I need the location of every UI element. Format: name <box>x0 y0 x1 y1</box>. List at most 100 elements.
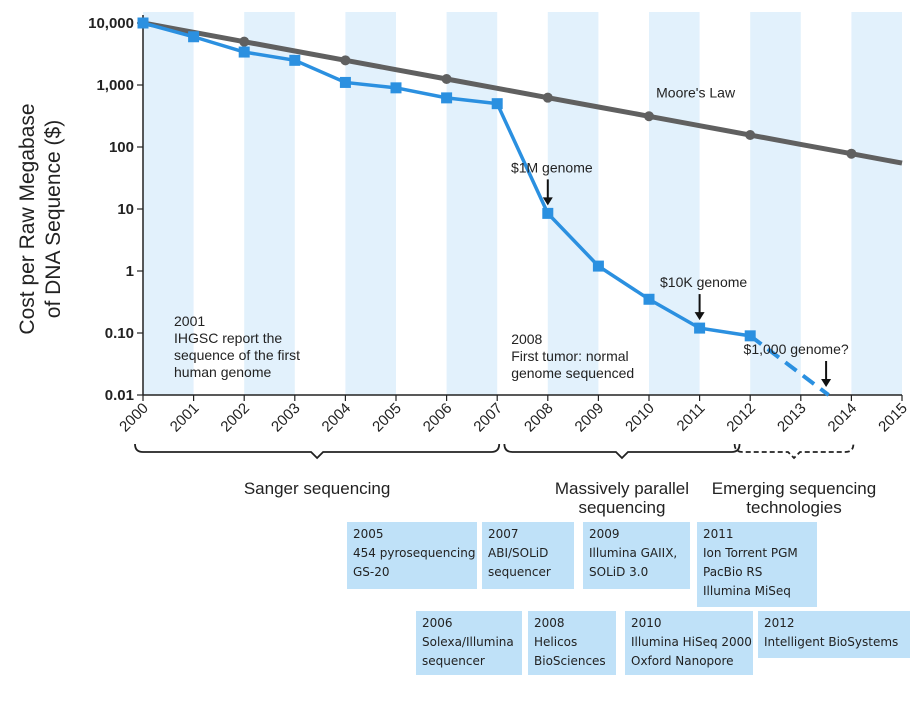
moores-law-point <box>745 130 756 141</box>
y-tick-label: 10 <box>117 201 134 218</box>
technology-box: 2010 Illumina HiSeq 2000 Oxford Nanopore <box>625 611 753 675</box>
era-label: Emerging sequencing <box>712 479 876 498</box>
era-brace <box>503 443 741 460</box>
sequencing-cost-point <box>390 82 402 94</box>
y-tick-label: 0.01 <box>105 387 134 404</box>
year-band <box>244 12 295 395</box>
x-tick-label: 2011 <box>674 400 709 435</box>
x-tick-label: 2004 <box>319 400 355 436</box>
milestone-note: First tumor: normal <box>511 348 628 364</box>
moores-law-point <box>239 36 250 47</box>
y-axis-label: of DNA Sequence ($) <box>42 120 65 318</box>
milestone-note: human genome <box>174 364 272 380</box>
year-band <box>851 12 902 395</box>
moores-law-point <box>846 148 857 159</box>
annotation-arrowhead <box>694 312 705 321</box>
era-brace <box>733 443 855 460</box>
annotation-label: $1M genome <box>511 159 593 175</box>
technology-name: ABI/SOLiD <box>488 546 549 560</box>
milestone-note: 2008 <box>511 331 542 347</box>
moores-law-label: Moore's Law <box>656 85 736 101</box>
y-tick-label: 1,000 <box>96 77 134 94</box>
year-band <box>446 12 498 395</box>
technology-name: Illumina HiSeq 2000 <box>631 635 752 649</box>
x-tick-label: 2012 <box>723 400 759 436</box>
y-tick-label: 100 <box>109 139 134 156</box>
x-tick-label: 2005 <box>369 400 405 436</box>
technology-year: 2011 <box>703 527 734 541</box>
technology-year: 2007 <box>488 527 519 541</box>
technology-name: sequencer <box>488 565 551 579</box>
year-band <box>345 12 396 395</box>
annotation-arrowhead <box>821 379 832 387</box>
projection-line <box>748 334 830 397</box>
y-tick-label: 10,000 <box>88 15 134 32</box>
annotation-label: $10K genome <box>660 274 747 290</box>
year-band <box>547 12 599 395</box>
x-tick-label: 2015 <box>875 400 911 436</box>
year-band <box>649 12 700 395</box>
technology-name: sequencer <box>422 654 485 668</box>
technology-name: Solexa/Illumina <box>422 635 514 649</box>
x-tick-label: 2014 <box>825 400 861 436</box>
technology-box: 2005 454 pyrosequencing GS-20 <box>347 522 477 589</box>
era-label: Sanger sequencing <box>244 479 391 498</box>
technology-name: BioSciences <box>534 654 606 668</box>
sequencing-cost-point <box>339 76 351 88</box>
x-tick-label: 2013 <box>774 400 810 436</box>
era-brace <box>134 443 501 460</box>
sequencing-cost-point <box>441 92 453 104</box>
x-tick-label: 2001 <box>167 400 203 436</box>
x-tick-label: 2000 <box>116 400 152 436</box>
era-label: technologies <box>746 498 841 517</box>
milestone-note: genome sequenced <box>511 365 634 381</box>
moores-law-point <box>340 55 351 66</box>
sequencing-cost-point <box>188 31 200 43</box>
sequencing-cost-point <box>238 46 250 58</box>
x-tick-label: 2006 <box>420 400 456 436</box>
sequencing-cost-point <box>491 98 503 110</box>
sequencing-cost-point <box>289 54 301 66</box>
annotation-arrowhead <box>542 197 553 206</box>
technology-name: Oxford Nanopore <box>631 654 734 668</box>
sequencing-cost-point <box>592 260 604 272</box>
technology-name: SOLiD 3.0 <box>589 565 649 579</box>
technology-box: 2006 Solexa/Illumina sequencer <box>416 611 522 675</box>
annotation-label: $1,000 genome? <box>744 341 849 357</box>
y-tick-label: 1 <box>126 263 134 280</box>
series-line-moores-law <box>142 20 903 166</box>
x-tick-label: 2010 <box>622 400 658 436</box>
technology-box: 2009 Illumina GAIIX, SOLiD 3.0 <box>583 522 690 589</box>
technology-name: Illumina GAIIX, <box>589 546 678 560</box>
technology-year: 2005 <box>353 527 384 541</box>
technology-name: PacBio RS <box>703 565 763 579</box>
year-band <box>143 12 194 395</box>
technology-name: Helicos <box>534 635 578 649</box>
x-tick-label: 2009 <box>572 400 608 436</box>
year-band <box>750 12 801 395</box>
era-label: sequencing <box>578 498 665 517</box>
era-label: Massively parallel <box>555 479 689 498</box>
sequencing-cost-point <box>694 322 706 334</box>
sequencing-cost-point <box>542 207 554 219</box>
milestone-note: sequence of the first <box>174 347 300 363</box>
milestone-note: IHGSC report the <box>174 330 282 346</box>
technology-name: Illumina MiSeq <box>703 584 791 598</box>
y-axis-label: Cost per Raw Megabase <box>16 103 39 334</box>
moores-law-point <box>441 73 452 84</box>
technology-name: Ion Torrent PGM <box>703 546 798 560</box>
x-tick-label: 2003 <box>268 400 304 436</box>
sequencing-cost-point <box>643 293 655 305</box>
x-tick-label: 2007 <box>470 400 506 436</box>
moores-law-point <box>542 92 553 103</box>
technology-name: 454 pyrosequencing <box>353 546 476 560</box>
x-tick-label: 2002 <box>217 400 253 436</box>
technology-year: 2008 <box>534 616 565 630</box>
technology-box: 2008 Helicos BioSciences <box>528 611 616 675</box>
moores-law-point <box>644 111 654 122</box>
technology-year: 2006 <box>422 616 453 630</box>
technology-box: 2012 Intelligent BioSystems <box>758 611 910 658</box>
technology-box: 2011 Ion Torrent PGM PacBio RS Illumina MiS… <box>697 522 817 607</box>
technology-name: GS-20 <box>353 565 390 579</box>
